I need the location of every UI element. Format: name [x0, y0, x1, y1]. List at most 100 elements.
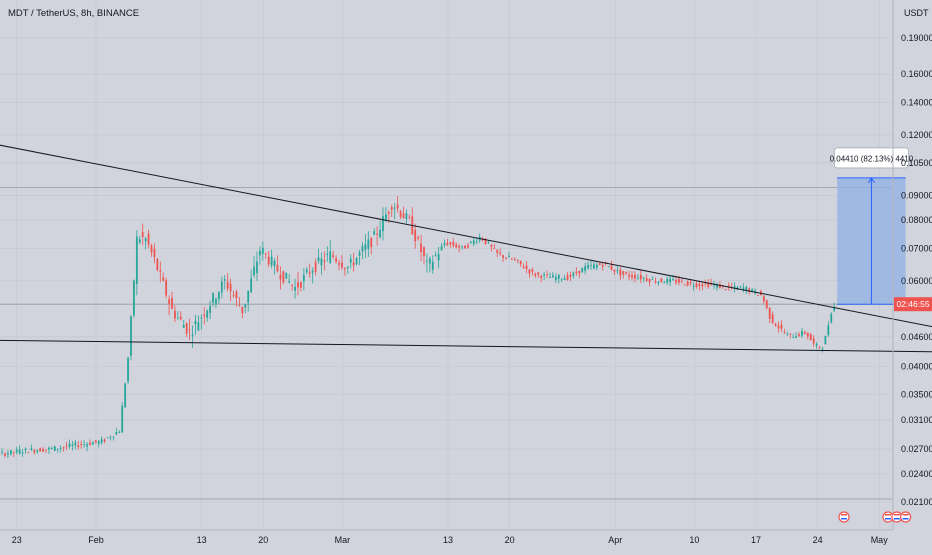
- candle-body: [725, 289, 727, 290]
- candle-body: [303, 275, 305, 282]
- candle-body: [300, 282, 302, 287]
- candle-body: [19, 450, 21, 454]
- candle-body: [373, 231, 375, 234]
- candle-body: [113, 437, 115, 438]
- candle-body: [382, 216, 384, 231]
- current-price-label: 02:46:55: [896, 299, 929, 309]
- candle-body: [297, 282, 299, 288]
- candle-body: [168, 299, 170, 303]
- candle-body: [130, 317, 132, 356]
- candle-body: [16, 450, 18, 453]
- candle-body: [110, 437, 112, 438]
- candle-body: [259, 251, 261, 256]
- event-flag-icon: [839, 512, 849, 522]
- candle-body: [546, 274, 548, 275]
- candle-body: [391, 207, 393, 210]
- candle-body: [830, 314, 832, 322]
- candle-body: [142, 232, 144, 237]
- candle-body: [101, 439, 103, 443]
- candle-body: [63, 447, 65, 448]
- candle-body: [253, 267, 255, 275]
- candle-body: [315, 262, 317, 272]
- candle-body: [634, 275, 636, 279]
- candle-body: [827, 325, 829, 335]
- candle-body: [789, 333, 791, 334]
- candle-body: [581, 268, 583, 272]
- event-flag-stripe: [894, 514, 900, 516]
- candle-body: [280, 275, 282, 280]
- price-tick-label: 0.08000: [901, 215, 932, 225]
- time-tick-label: 23: [12, 535, 22, 545]
- candle-body: [573, 273, 575, 276]
- candle-body: [584, 266, 586, 271]
- event-flag-icon: [901, 512, 911, 522]
- candle-body: [230, 284, 232, 291]
- candle-body: [435, 255, 437, 256]
- candle-body: [212, 293, 214, 303]
- candle-body: [640, 275, 642, 279]
- candle-body: [107, 437, 109, 438]
- candle-body: [552, 275, 554, 277]
- candle-body: [798, 334, 800, 336]
- candle-body: [13, 452, 15, 453]
- price-tick-label: 0.16000: [901, 69, 932, 79]
- candle-body: [452, 242, 454, 246]
- candle-body: [33, 450, 35, 452]
- candle-body: [379, 230, 381, 237]
- candle-body: [816, 344, 818, 346]
- candle-body: [608, 266, 610, 267]
- candle-body: [449, 242, 451, 244]
- candle-body: [414, 230, 416, 241]
- candle-body: [529, 269, 531, 273]
- event-flag-stripe: [894, 518, 900, 520]
- candle-body: [596, 265, 598, 268]
- candle-body: [792, 337, 794, 338]
- candle-body: [265, 254, 267, 255]
- candle-body: [66, 446, 68, 447]
- candle-body: [309, 272, 311, 273]
- candle-body: [121, 406, 123, 432]
- candle-body: [652, 279, 654, 280]
- candle-body: [540, 276, 542, 278]
- candle-body: [575, 272, 577, 273]
- candle-body: [523, 267, 525, 269]
- time-tick-label: Feb: [88, 535, 104, 545]
- candle-body: [241, 307, 243, 313]
- candle-body: [775, 324, 777, 326]
- candle-body: [332, 255, 334, 257]
- candle-body: [567, 275, 569, 279]
- candle-body: [154, 249, 156, 257]
- candle-body: [162, 277, 164, 280]
- candle-body: [406, 213, 408, 219]
- candle-body: [262, 248, 264, 254]
- candle-body: [822, 349, 824, 350]
- candle-body: [127, 358, 129, 382]
- candle-body: [734, 286, 736, 288]
- candle-body: [25, 449, 27, 450]
- time-tick-label: May: [871, 535, 889, 545]
- price-tick-label: 0.02700: [901, 444, 932, 454]
- candle-body: [590, 265, 592, 266]
- candle-body: [394, 208, 396, 209]
- candle-body: [247, 291, 249, 303]
- candle-body: [804, 332, 806, 333]
- candle-body: [441, 246, 443, 250]
- candle-body: [684, 285, 686, 286]
- candle-body: [666, 279, 668, 283]
- candle-body: [778, 326, 780, 328]
- candle-body: [696, 284, 698, 288]
- time-tick-label: Apr: [608, 535, 622, 545]
- candle-body: [177, 317, 179, 318]
- candle-body: [227, 282, 229, 289]
- candle-body: [408, 217, 410, 218]
- candle-body: [534, 274, 536, 276]
- candle-body: [701, 284, 703, 286]
- candle-body: [772, 314, 774, 323]
- candle-body: [329, 251, 331, 263]
- price-tick-label: 0.19000: [901, 33, 932, 43]
- price-tick-label: 0.06000: [901, 276, 932, 286]
- candle-body: [657, 282, 659, 284]
- candle-body: [602, 265, 604, 267]
